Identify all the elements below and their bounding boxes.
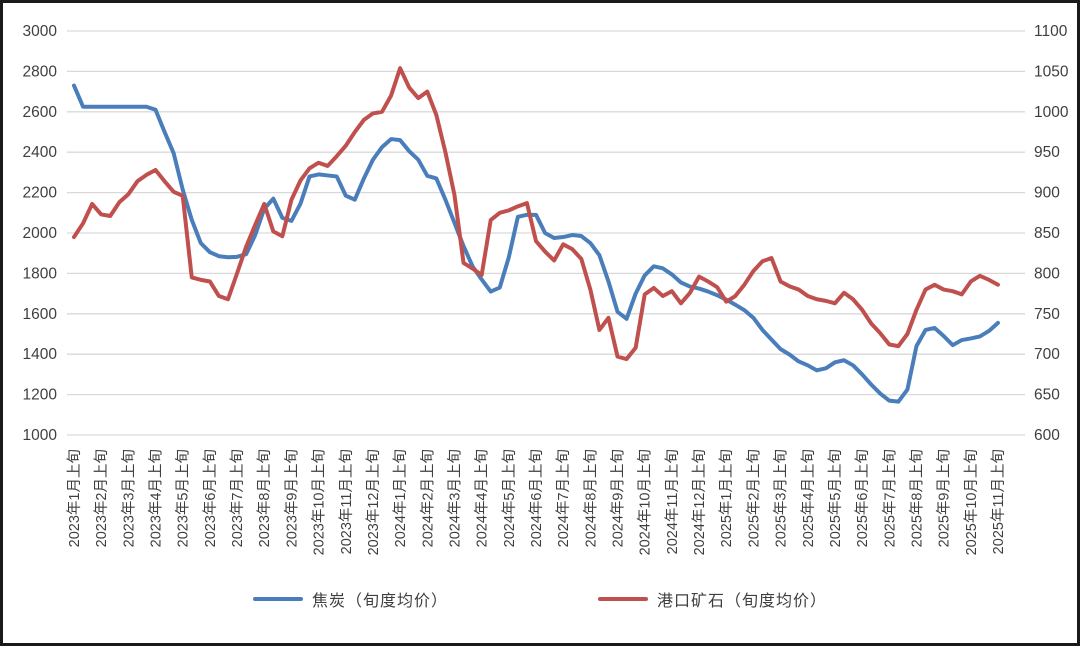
x-axis-tick-label: 2025年11月上旬 — [990, 449, 1007, 554]
x-axis-tick-label: 2024年7月上旬 — [555, 449, 572, 547]
y-axis-left-tick-label: 2400 — [23, 144, 58, 161]
x-axis-tick-label: 2024年1月上旬 — [392, 449, 409, 547]
x-axis-tick-label: 2023年7月上旬 — [229, 449, 246, 547]
x-axis-tick-label: 2023年4月上旬 — [148, 449, 165, 547]
x-axis-tick-label: 2023年6月上旬 — [202, 449, 219, 547]
x-axis-tick-label: 2025年7月上旬 — [881, 449, 898, 547]
y-axis-right-tick-label: 1050 — [1034, 63, 1069, 80]
y-axis-right-labels: 1100 1050 1000 950 900 850 800 750 700 650 600 — [1034, 23, 1069, 444]
x-axis-tick-label: 2025年2月上旬 — [745, 449, 762, 547]
series-lines-group — [72, 66, 1000, 404]
y-axis-left-tick-label: 2600 — [23, 104, 58, 121]
y-axis-left-tick-label: 2800 — [23, 63, 58, 80]
x-axis-tick-label: 2023年8月上旬 — [256, 449, 273, 547]
x-axis-tick-label: 2025年3月上旬 — [773, 449, 790, 547]
y-axis-right-tick-label: 800 — [1034, 265, 1060, 282]
x-axis-tick-label: 2024年4月上旬 — [474, 449, 491, 547]
y-axis-right-tick-label: 1100 — [1034, 23, 1068, 40]
ore-line-swatch-icon — [598, 597, 648, 601]
y-axis-left-labels: 3000 2800 2600 2400 2200 2000 1800 1600 1400 1200… — [23, 23, 58, 444]
coke-line-swatch-icon — [252, 597, 303, 601]
x-axis-tick-label: 2025年9月上旬 — [936, 449, 953, 547]
x-axis-tick-label: 2025年8月上旬 — [908, 449, 925, 547]
y-axis-left-tick-label: 3000 — [23, 23, 58, 40]
y-axis-right-tick-label: 600 — [1034, 427, 1060, 444]
chart-legend: 焦炭（旬度均价） 港口矿石（旬度均价） — [3, 587, 1077, 611]
legend-label-ore: 港口矿石（旬度均价） — [657, 593, 828, 610]
y-axis-right-tick-label: 1000 — [1034, 104, 1069, 121]
y-axis-left-tick-label: 1800 — [23, 265, 58, 282]
y-axis-left-tick-label: 2000 — [23, 225, 58, 242]
y-axis-right-tick-label: 900 — [1034, 185, 1060, 202]
x-axis-tick-label: 2025年1月上旬 — [718, 449, 735, 547]
x-axis-tick-label: 2025年10月上旬 — [963, 449, 980, 555]
y-axis-left-tick-label: 1200 — [23, 387, 58, 404]
y-axis-right-tick-label: 850 — [1034, 225, 1060, 242]
x-axis-tick-label: 2023年9月上旬 — [283, 449, 300, 547]
y-axis-left-tick-label: 1400 — [23, 346, 58, 363]
y-axis-right-tick-label: 650 — [1034, 387, 1060, 404]
x-axis-labels: 2023年1月上旬 2023年2月上旬 2023年3月上旬 2023年4月上旬 2023… — [66, 449, 1007, 555]
y-axis-right-tick-label: 950 — [1034, 144, 1060, 161]
x-axis-tick-label: 2024年3月上旬 — [446, 449, 463, 547]
x-axis-tick-label: 2023年2月上旬 — [93, 449, 110, 547]
x-axis-tick-label: 2025年6月上旬 — [854, 449, 871, 547]
coke-series-line — [72, 83, 1000, 404]
x-axis-tick-label: 2024年9月上旬 — [610, 449, 627, 547]
legend-label-coke: 焦炭（旬度均价） — [311, 593, 448, 610]
x-axis-tick-label: 2024年11月上旬 — [664, 449, 681, 554]
y-axis-left-tick-label: 1000 — [23, 427, 58, 444]
y-axis-left-tick-label: 2200 — [23, 185, 58, 202]
x-axis-tick-label: 2024年6月上旬 — [528, 449, 545, 547]
x-axis-tick-label: 2024年5月上旬 — [501, 449, 518, 547]
x-axis-tick-label: 2025年4月上旬 — [800, 449, 817, 547]
x-axis-tick-label: 2024年10月上旬 — [637, 449, 654, 555]
x-axis-tick-label: 2023年3月上旬 — [120, 449, 137, 547]
x-axis-tick-label: 2023年11月上旬 — [338, 449, 355, 554]
x-axis-tick-label: 2025年5月上旬 — [827, 449, 844, 547]
ore-series-line — [72, 66, 1000, 362]
legend-item-coke: 焦炭（旬度均价） — [252, 587, 448, 611]
x-axis-tick-label: 2024年2月上旬 — [419, 449, 436, 547]
x-axis-tick-label: 2024年8月上旬 — [582, 449, 599, 547]
x-axis-tick-label: 2023年5月上旬 — [175, 449, 192, 547]
legend-item-ore: 港口矿石（旬度均价） — [598, 587, 827, 611]
chart-canvas: 3000 2800 2600 2400 2200 2000 1800 1600 1400 1200… — [23, 23, 1069, 555]
x-axis-tick-label: 2023年1月上旬 — [66, 449, 83, 547]
x-axis-tick-label: 2023年10月上旬 — [311, 449, 328, 555]
x-axis-tick-label: 2024年12月上旬 — [691, 449, 708, 555]
y-axis-right-tick-label: 700 — [1034, 346, 1060, 363]
y-axis-right-tick-label: 750 — [1034, 306, 1060, 323]
x-axis-tick-label: 2023年12月上旬 — [365, 449, 382, 555]
y-axis-left-tick-label: 1600 — [23, 306, 58, 323]
